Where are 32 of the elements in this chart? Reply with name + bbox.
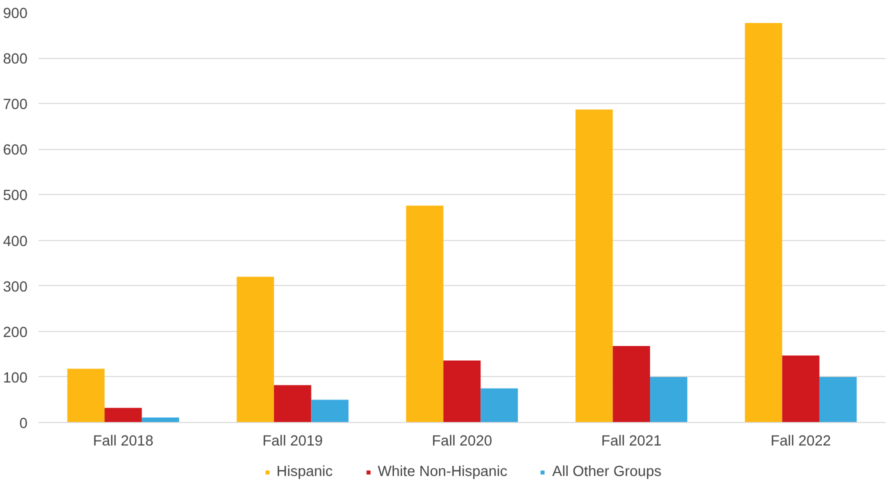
bar [819,376,857,422]
bar [576,110,613,422]
y-tick-label: 100 [3,370,28,386]
y-tick-label: 300 [3,279,28,296]
y-tick-label: 0 [19,416,28,432]
bar [612,346,650,422]
bar [782,356,820,422]
y-tick-label: 800 [3,52,28,68]
bar [104,408,142,422]
bar [744,22,782,422]
legend-label: All Other Groups [552,464,662,480]
x-tick-label: Fall 2019 [262,434,323,450]
y-tick-label: 200 [3,324,28,341]
bar [480,388,518,422]
x-tick-label: Fall 2021 [601,434,662,450]
y-tick-label: 900 [3,6,28,22]
bar [67,368,105,422]
x-tick-label: Fall 2022 [770,434,831,450]
bar [443,360,481,422]
x-tick-label: Fall 2018 [93,434,154,450]
legend-label: White Non-Hispanic [378,464,508,480]
bar [311,400,348,422]
y-tick-label: 400 [3,234,28,250]
y-tick-label: 500 [3,188,28,204]
bar [236,276,274,422]
bar [650,376,688,422]
y-tick-label: 700 [3,97,28,114]
y-tick-label: 600 [3,142,28,159]
legend-label: Hispanic [276,464,333,480]
bar [274,385,312,422]
bar [406,206,444,422]
x-tick-label: Fall 2020 [432,434,492,450]
